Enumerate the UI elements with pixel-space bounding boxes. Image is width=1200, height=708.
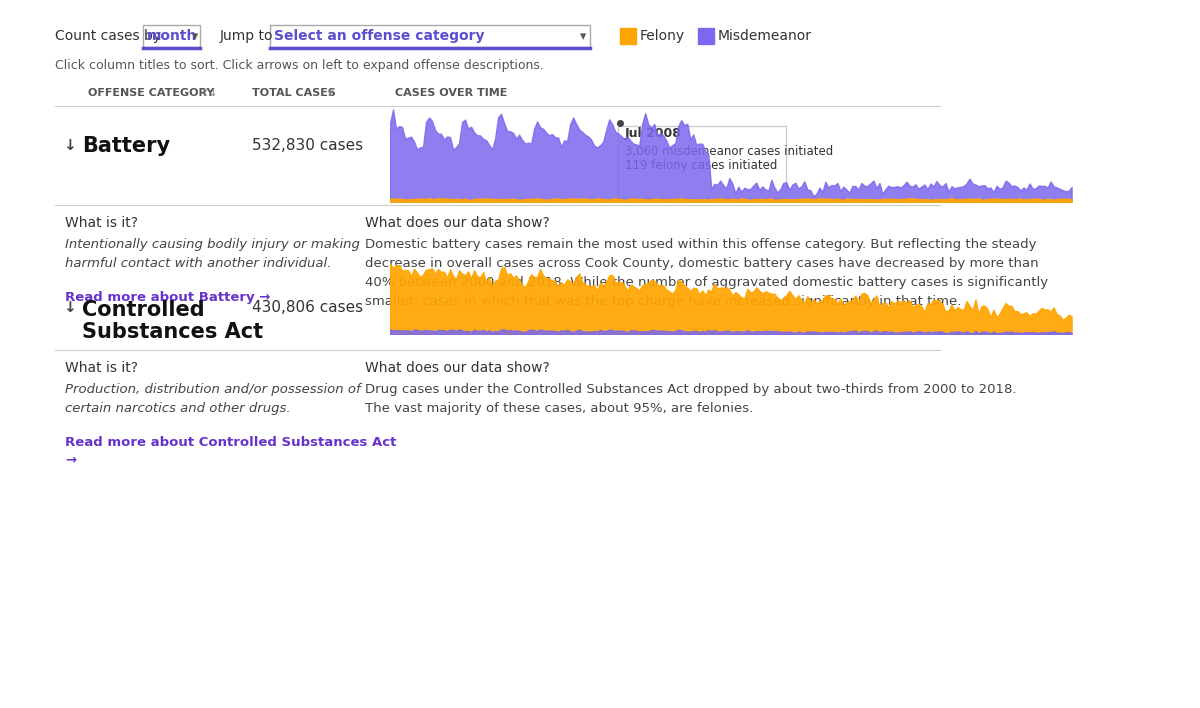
Text: month: month (148, 29, 197, 43)
Text: Controlled: Controlled (82, 300, 205, 320)
FancyBboxPatch shape (618, 126, 786, 198)
Text: →: → (65, 453, 76, 466)
Text: Drug cases under the Controlled Substances Act dropped by about two-thirds from : Drug cases under the Controlled Substanc… (365, 383, 1016, 415)
Text: Substances Act: Substances Act (82, 322, 263, 342)
Text: 430,806 cases: 430,806 cases (252, 300, 364, 316)
Text: OFFENSE CATEGORY: OFFENSE CATEGORY (88, 88, 215, 98)
Bar (698, 28, 714, 44)
Text: ↑↓: ↑↓ (198, 88, 217, 98)
Text: Felony: Felony (640, 29, 685, 43)
FancyBboxPatch shape (270, 25, 590, 47)
Text: Battery: Battery (82, 136, 170, 156)
Text: TOTAL CASES: TOTAL CASES (252, 88, 336, 98)
Text: ▾: ▾ (192, 30, 198, 43)
Text: ▾: ▾ (324, 88, 334, 98)
Text: Domestic battery cases remain the most used within this offense category. But re: Domestic battery cases remain the most u… (365, 238, 1048, 308)
Text: Jump to: Jump to (220, 29, 274, 43)
Text: 3,060 misdemeanor cases initiated: 3,060 misdemeanor cases initiated (625, 144, 833, 157)
Text: Select an offense category: Select an offense category (274, 29, 485, 43)
Text: Click column titles to sort. Click arrows on left to expand offense descriptions: Click column titles to sort. Click arrow… (55, 59, 544, 72)
Text: Misdemeanor: Misdemeanor (718, 29, 812, 43)
Text: 532,830 cases: 532,830 cases (252, 139, 364, 154)
Text: What is it?: What is it? (65, 361, 138, 375)
Text: Count cases by: Count cases by (55, 29, 161, 43)
Text: CASES OVER TIME: CASES OVER TIME (395, 88, 508, 98)
Text: Jul 2008: Jul 2008 (625, 127, 682, 140)
Text: Intentionally causing bodily injury or making
harmful contact with another indiv: Intentionally causing bodily injury or m… (65, 238, 360, 270)
FancyBboxPatch shape (143, 25, 200, 47)
Text: ↓: ↓ (64, 139, 76, 154)
Text: Read more about Battery →: Read more about Battery → (65, 291, 270, 304)
Text: ▾: ▾ (580, 30, 587, 43)
Bar (620, 28, 636, 44)
Text: Read more about Controlled Substances Act: Read more about Controlled Substances Ac… (65, 436, 396, 449)
Text: Production, distribution and/or possession of
certain narcotics and other drugs.: Production, distribution and/or possessi… (65, 383, 361, 415)
Text: 119 felony cases initiated: 119 felony cases initiated (625, 159, 778, 173)
Text: What is it?: What is it? (65, 216, 138, 230)
Text: What does our data show?: What does our data show? (365, 361, 550, 375)
Text: ↓: ↓ (64, 300, 76, 316)
Text: What does our data show?: What does our data show? (365, 216, 550, 230)
